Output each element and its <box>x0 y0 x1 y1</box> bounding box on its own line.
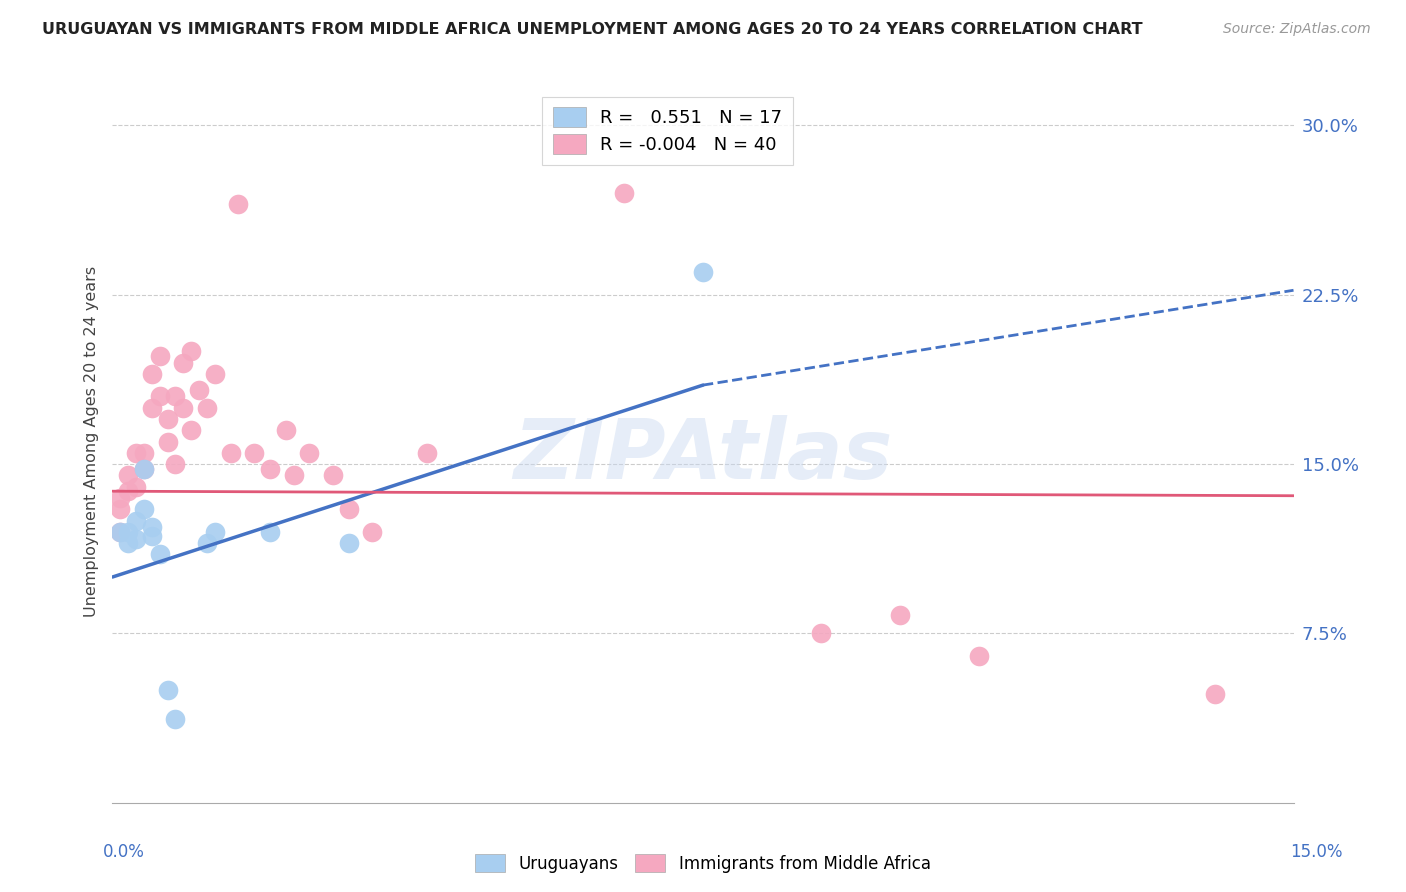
Point <box>141 520 163 534</box>
Point <box>188 383 211 397</box>
Point <box>967 648 990 663</box>
Point <box>165 712 187 726</box>
Point <box>156 434 179 449</box>
Point <box>810 626 832 640</box>
Point <box>195 536 218 550</box>
Point <box>259 524 281 539</box>
Point <box>125 446 148 460</box>
Point <box>156 682 179 697</box>
Point <box>298 446 321 460</box>
Text: ZIPAtlas: ZIPAtlas <box>513 416 893 497</box>
Point <box>165 389 187 403</box>
Point <box>889 608 911 623</box>
Point <box>337 502 360 516</box>
Point <box>141 401 163 415</box>
Point <box>132 461 155 475</box>
Point <box>195 401 218 415</box>
Point <box>361 524 384 539</box>
Point <box>117 524 139 539</box>
Point <box>416 446 439 460</box>
Text: URUGUAYAN VS IMMIGRANTS FROM MIDDLE AFRICA UNEMPLOYMENT AMONG AGES 20 TO 24 YEAR: URUGUAYAN VS IMMIGRANTS FROM MIDDLE AFRI… <box>42 22 1143 37</box>
Text: Source: ZipAtlas.com: Source: ZipAtlas.com <box>1223 22 1371 37</box>
Point <box>172 401 194 415</box>
Point <box>283 468 305 483</box>
Point <box>156 412 179 426</box>
Point <box>110 524 132 539</box>
Point <box>149 389 172 403</box>
Point <box>243 446 266 460</box>
Point <box>132 502 155 516</box>
Legend: Uruguayans, Immigrants from Middle Africa: Uruguayans, Immigrants from Middle Afric… <box>468 847 938 880</box>
Point <box>274 423 297 437</box>
Point <box>125 532 148 546</box>
Point <box>141 529 163 543</box>
Point <box>165 457 187 471</box>
Point <box>149 349 172 363</box>
Point <box>322 468 344 483</box>
Point <box>132 461 155 475</box>
Point <box>337 536 360 550</box>
Text: 0.0%: 0.0% <box>103 843 145 861</box>
Point <box>125 480 148 494</box>
Point <box>117 484 139 499</box>
Point <box>219 446 242 460</box>
Point <box>180 344 202 359</box>
Point <box>149 548 172 562</box>
Text: 15.0%: 15.0% <box>1291 843 1343 861</box>
Point <box>692 265 714 279</box>
Point <box>132 446 155 460</box>
Point <box>110 524 132 539</box>
Point <box>228 197 250 211</box>
Legend: R =   0.551   N = 17, R = -0.004   N = 40: R = 0.551 N = 17, R = -0.004 N = 40 <box>543 96 793 165</box>
Point <box>1204 687 1226 701</box>
Point <box>204 524 226 539</box>
Point <box>125 514 148 528</box>
Point <box>117 536 139 550</box>
Point <box>180 423 202 437</box>
Point <box>204 367 226 381</box>
Point <box>172 355 194 369</box>
Point <box>613 186 636 201</box>
Point <box>259 461 281 475</box>
Y-axis label: Unemployment Among Ages 20 to 24 years: Unemployment Among Ages 20 to 24 years <box>83 266 98 617</box>
Point <box>110 502 132 516</box>
Point <box>141 367 163 381</box>
Point <box>110 491 132 505</box>
Point <box>117 468 139 483</box>
